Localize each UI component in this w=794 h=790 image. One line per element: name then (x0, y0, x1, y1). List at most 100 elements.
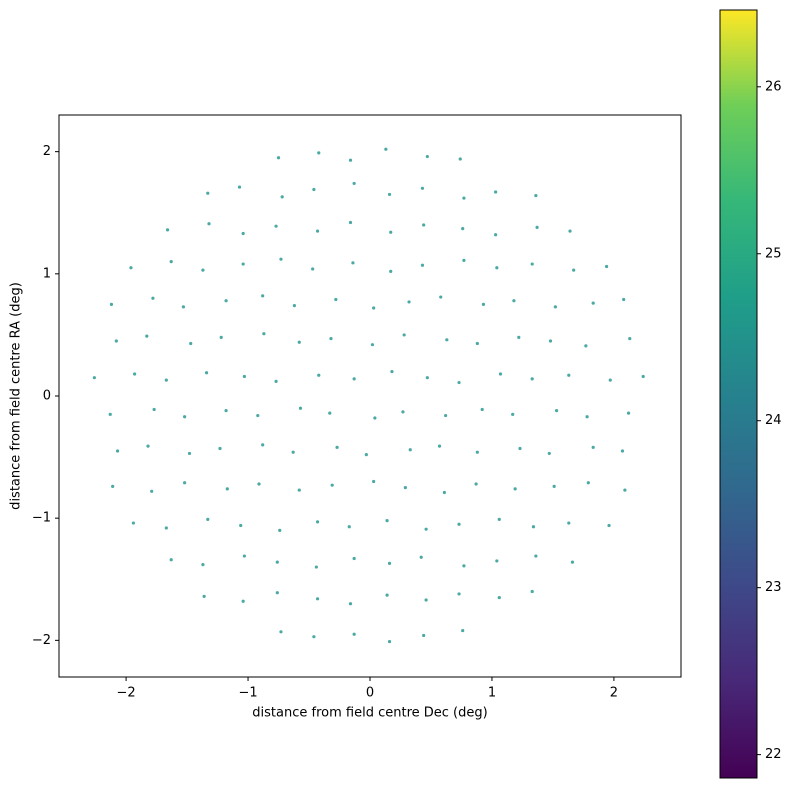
scatter-point (348, 602, 353, 606)
scatter-point (462, 564, 466, 568)
scatter-point (241, 231, 245, 236)
scatter-point (547, 451, 551, 456)
scatter-point (146, 444, 150, 448)
y-axis-label: distance from field centre RA (deg) (9, 282, 24, 510)
scatter-point (608, 378, 612, 382)
scatter-point (262, 332, 266, 336)
scatter-point (279, 257, 283, 261)
scatter-point (402, 333, 406, 337)
scatter-point (425, 154, 429, 159)
x-tick-label: −2 (116, 686, 135, 701)
colorbar-tick-label: 22 (765, 747, 782, 762)
scatter-point (312, 635, 316, 639)
scatter-point (352, 181, 356, 186)
scatter-point (129, 266, 133, 270)
scatter-point (298, 406, 303, 410)
scatter-point (169, 558, 173, 562)
scatter-point (553, 305, 557, 309)
scatter-point (292, 303, 296, 308)
scatter-point (242, 554, 246, 558)
scatter-point (425, 376, 429, 380)
scatter-point (548, 339, 553, 343)
scatter-point (384, 147, 388, 151)
scatter-point (370, 343, 375, 347)
scatter-point (206, 517, 210, 521)
scatter-point (274, 224, 278, 228)
x-tick-label: 0 (366, 686, 374, 701)
scatter-point (457, 522, 461, 526)
scatter-point (92, 376, 96, 380)
colorbar-tick-label: 23 (765, 580, 782, 595)
scatter-point (317, 373, 321, 377)
scatter-point (622, 297, 626, 302)
scatter-point (535, 225, 539, 229)
scatter-point (531, 525, 536, 529)
scatter-point (445, 338, 449, 342)
scatter-point (390, 369, 394, 374)
scatter-point (517, 335, 521, 339)
scatter-point (165, 228, 170, 232)
scatter-point (481, 302, 486, 306)
scatter-point (183, 415, 187, 419)
scatter-point (480, 407, 484, 412)
scatter-point (534, 194, 538, 198)
scatter-point (279, 630, 283, 634)
scatter-point (512, 299, 516, 303)
scatter-point (330, 483, 334, 487)
colorbar-tick-label: 26 (765, 79, 782, 94)
scatter-point (572, 268, 576, 272)
scatter-point (115, 449, 120, 453)
scatter-point (497, 517, 501, 521)
scatter-point (351, 261, 355, 265)
x-axis-label: distance from field centre Dec (deg) (252, 706, 487, 721)
scatter-point (408, 448, 412, 452)
scatter-point (204, 371, 209, 375)
scatter-point (387, 639, 392, 644)
scatter-point (348, 158, 353, 162)
scatter-point (623, 488, 627, 492)
scatter-point (495, 559, 499, 563)
scatter-point (352, 556, 356, 561)
scatter-point (570, 560, 575, 564)
scatter-point (511, 412, 515, 416)
scatter-point (315, 520, 320, 524)
scatter-point (628, 336, 632, 341)
scatter-point (495, 266, 499, 270)
scatter-point (407, 300, 411, 304)
scatter-point (181, 305, 185, 309)
scatter-point (620, 449, 625, 453)
scatter-point (530, 262, 534, 266)
scatter-point (276, 156, 281, 160)
scatter-point (444, 413, 448, 418)
scatter-point (641, 374, 645, 379)
scatter-point (567, 521, 571, 525)
scatter-point (241, 262, 245, 266)
scatter-point (187, 451, 192, 456)
scatter-point (591, 445, 595, 449)
scatter-point (530, 589, 534, 594)
scatter-point (385, 519, 389, 523)
scatter-point (297, 340, 301, 344)
scatter-point (584, 344, 588, 348)
scatter-point (314, 565, 318, 569)
scatter-point (442, 490, 446, 495)
scatter-point (114, 339, 118, 343)
scatter-point (568, 229, 572, 233)
scatter-point (591, 301, 595, 305)
scatter-point (552, 484, 556, 489)
scatter-point (145, 334, 149, 338)
x-tick-label: 1 (488, 686, 496, 701)
y-tick-label: 0 (43, 389, 51, 404)
scatter-point (328, 411, 332, 415)
scatter-point (424, 598, 428, 602)
scatter-point (189, 341, 193, 346)
scatter-point (133, 372, 137, 376)
scatter-point (403, 486, 407, 490)
scatter-point (420, 263, 425, 267)
scatter-point (225, 487, 229, 491)
scatter-point (218, 446, 222, 451)
scatter-point (202, 594, 206, 598)
scatter-point (364, 453, 368, 457)
scatter-point (169, 260, 173, 264)
